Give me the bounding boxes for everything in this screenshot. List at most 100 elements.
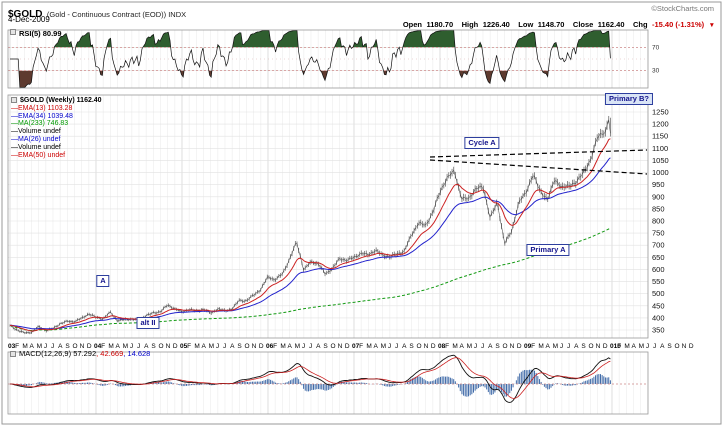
date-tick: A [402,343,407,350]
price-tick: 1200 [652,120,669,129]
date-tick: M [295,343,300,350]
price-tick: 450 [652,301,665,310]
date-tick: A [574,343,579,350]
date-tick: N [682,343,687,350]
date-tick: F [359,343,363,350]
date-tick: M [123,343,128,350]
annotation-primary-b-: Primary B? [604,93,654,105]
date-tick: A [202,343,207,350]
date-tick: F [101,343,105,350]
date-tick: O [417,343,422,350]
grid [8,30,649,414]
date-tick: S [151,343,156,350]
chg-label: Chg [632,20,648,29]
date-tick: N [338,343,343,350]
date-tick: A [230,343,235,350]
date-tick: D [689,343,694,350]
main-panel [9,115,611,335]
rsi-oversold-tick: 30 [652,68,660,75]
date-tick: J [474,343,477,350]
date-tick: A [374,343,379,350]
date-tick: M [37,343,42,350]
date-tick: M [639,343,644,350]
date-tick: M [366,343,371,350]
chart-date: 4-Dec-2009 [8,15,50,24]
date-tick: A [30,343,35,350]
date-tick: 09 [524,343,532,350]
date-tick: J [216,343,219,350]
price-tick: 500 [652,289,665,298]
price-tick: 400 [652,313,665,322]
date-tick: S [237,343,242,350]
date-tick: M [467,343,472,350]
date-tick: 04 [94,343,102,350]
date-tick: O [73,343,78,350]
date-tick: A [546,343,551,350]
date-tick: O [159,343,164,350]
date-tick: N [596,343,601,350]
date-tick: M [194,343,199,350]
high-label: High [461,20,479,29]
date-tick: 05 [180,343,188,350]
price-tick: 850 [652,204,665,213]
legend-row-4: —MA(26) undef [11,135,61,143]
low-label: Low [518,20,534,29]
down-arrow-icon: ▼ [708,22,715,29]
date-tick: S [323,343,328,350]
close-label: Close [572,20,594,29]
date-tick: A [116,343,121,350]
legend-row-2: —MA(233) 746.83 [11,120,69,128]
macd-label: MACD(12,26,9) [19,349,72,358]
date-tick: D [345,343,350,350]
date-tick: 03 [8,343,16,350]
legend-row-6: —EMA(50) undef [11,151,66,159]
date-tick: A [660,343,665,350]
date-tick: 07 [352,343,360,350]
date-tick: O [331,343,336,350]
date-tick: J [44,343,47,350]
price-tick: 750 [652,229,665,238]
date-tick: F [531,343,535,350]
date-tick: D [431,343,436,350]
axis-labels: 350 400 450 500 550 600 650 700 750 800 850 900 950 1… [652,44,669,334]
price-tick: 650 [652,253,665,262]
date-tick: J [560,343,563,350]
price-tick: 1150 [652,132,668,141]
date-tick: F [15,343,19,350]
price-tick: 1000 [652,168,669,177]
date-tick: F [187,343,191,350]
date-tick: O [503,343,508,350]
date-tick: N [252,343,257,350]
indicator-icon [10,351,16,358]
date-tick: 08 [438,343,446,350]
price-tick: 550 [652,277,665,286]
date-tick: M [553,343,558,350]
macd-value-0: 57.292 [71,349,97,358]
date-tick: M [22,343,27,350]
date-tick: O [245,343,250,350]
annotation-primary-a: Primary A [526,244,570,256]
price-tick: 800 [652,217,665,226]
low-value: 1148.70 [537,20,565,29]
date-tick: N [424,343,429,350]
price-tick: 350 [652,326,665,335]
date-tick: A [316,343,321,350]
legend-row-1: —EMA(34) 1039.48 [11,112,73,120]
date-tick: S [409,343,414,350]
date-tick: J [653,343,656,350]
date-tick: J [481,343,484,350]
rsi-label: RSI(5) 80.99 [19,29,62,38]
rsi-overbought-tick: 70 [652,44,660,51]
open-label: Open [402,20,422,29]
close-value: 1162.40 [597,20,625,29]
legend-title-row: $GOLD (Weekly) 1162.40 [11,97,102,105]
legend-row-0: —EMA(13) 1103.28 [11,104,73,112]
indicator-icon [10,28,16,35]
date-tick: D [173,343,178,350]
price-tick: 900 [652,192,665,201]
symbol-description: (Gold - Continuous Contract (EOD)) INDX [46,10,187,19]
trendlines [429,149,648,175]
date-tick: O [589,343,594,350]
quote-row: Open 1180.70 High 1226.40 Low 1148.70 Cl… [399,14,715,32]
